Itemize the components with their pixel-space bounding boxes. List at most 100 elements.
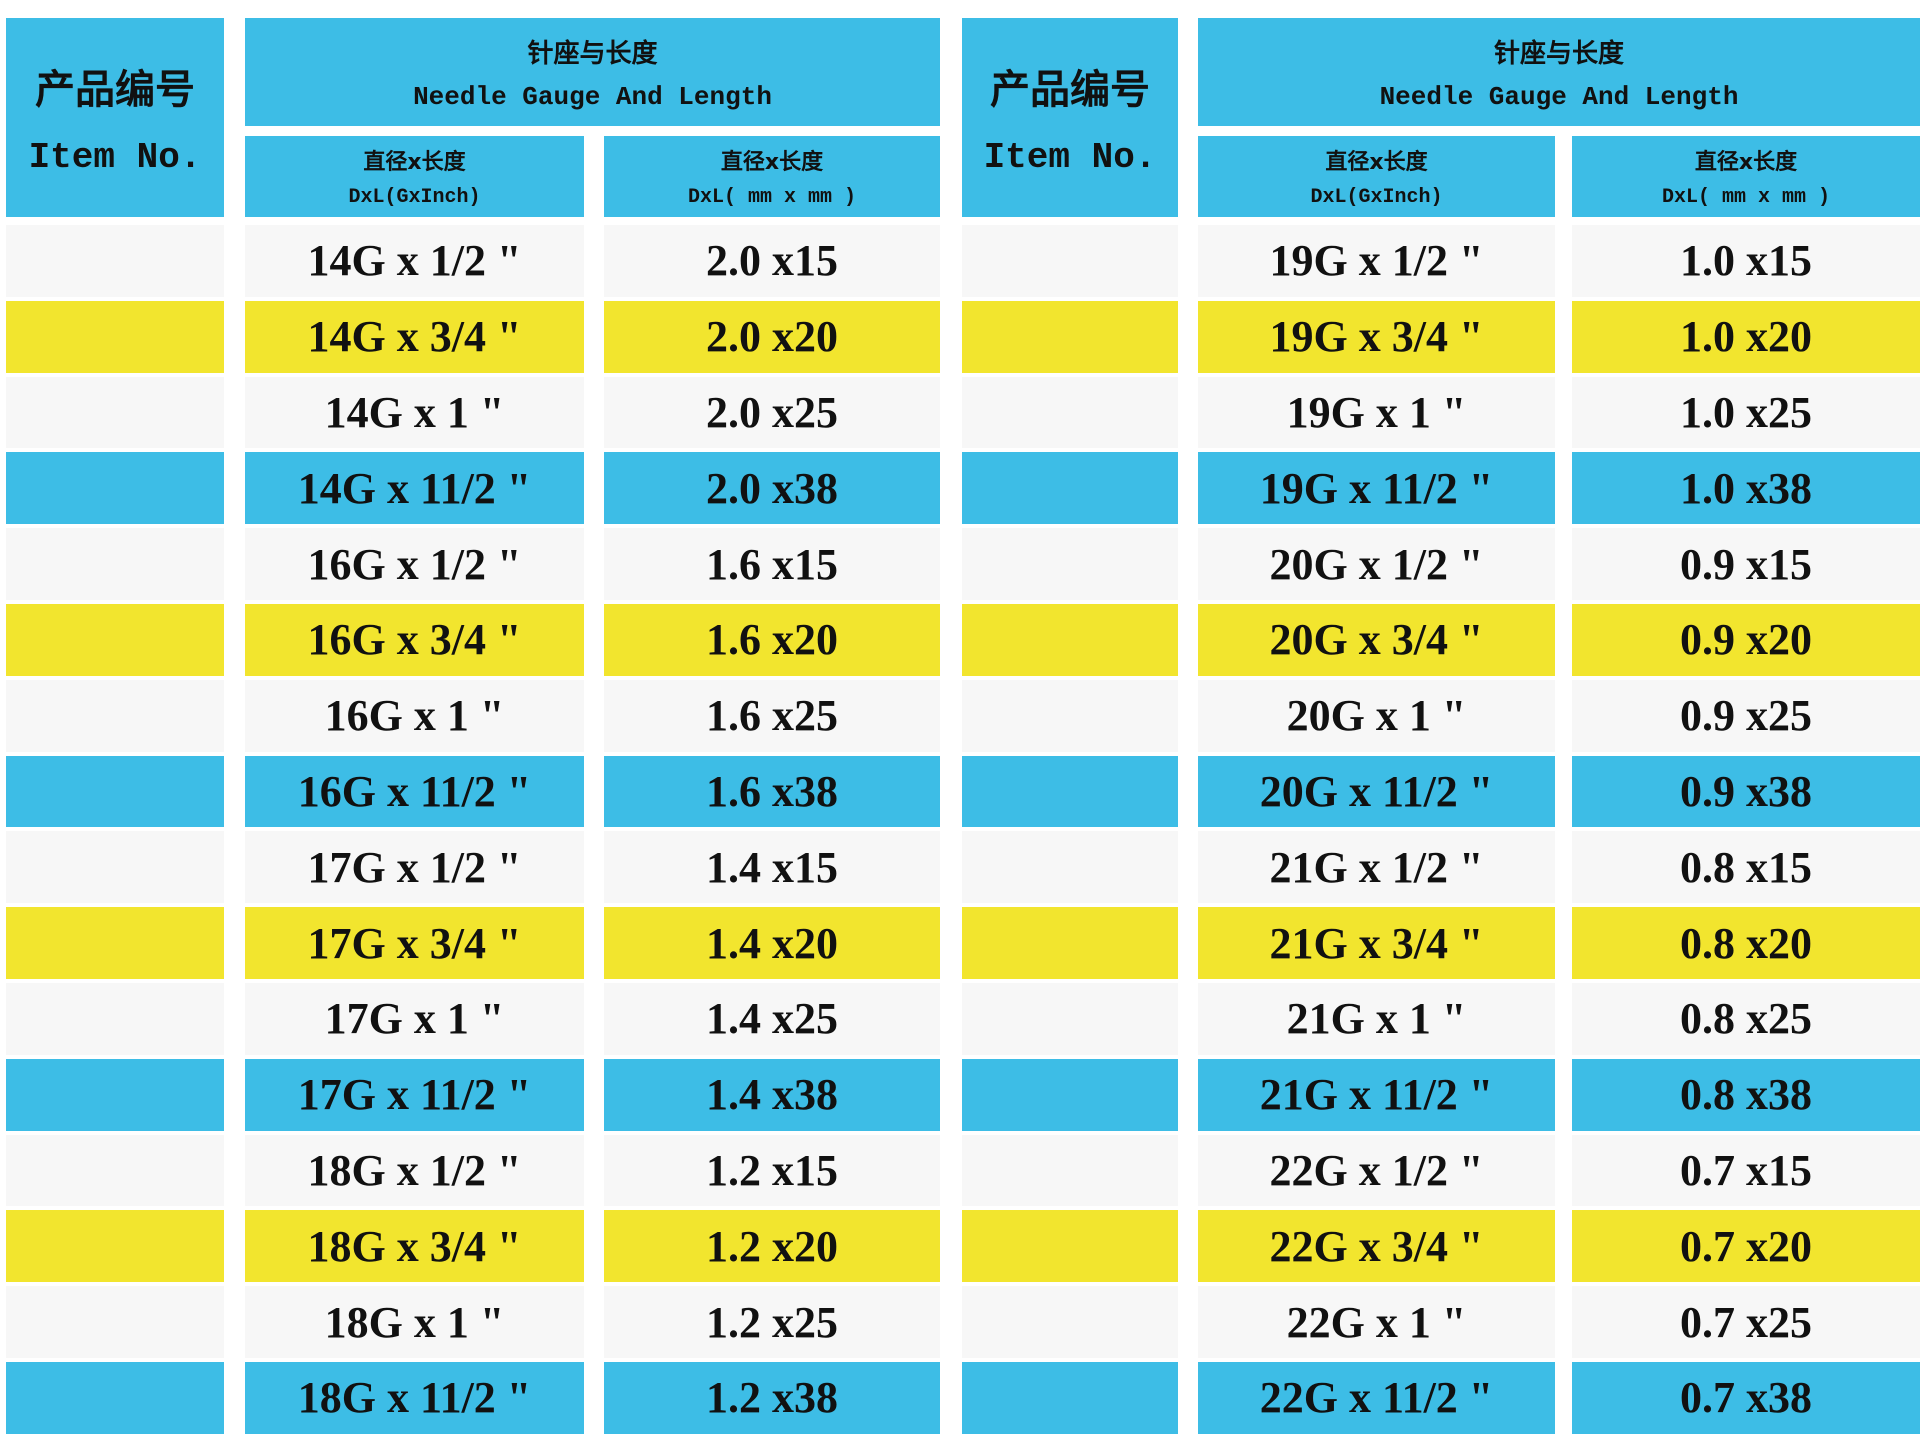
item-cell: [962, 983, 1178, 1055]
item-cell: [962, 604, 1178, 676]
gauge-inch-cell: 17G x 11/2 ": [245, 1058, 584, 1131]
item-cell: [962, 225, 1178, 297]
gauge-inch-cell: 20G x 1 ": [1198, 679, 1555, 752]
gauge-inch-cell: 21G x 1 ": [1198, 983, 1555, 1055]
col2-header-cn: 直径x长度: [1694, 150, 1798, 175]
gauge-inch-cell: 22G x 1/2 ": [1198, 1134, 1555, 1207]
gauge-mm-cell: 0.8 x25: [1572, 983, 1920, 1055]
gauge-inch-cell: 19G x 1 ": [1198, 376, 1555, 449]
item-cell: [6, 831, 224, 904]
item-cell: [6, 604, 224, 676]
item-cell: [962, 831, 1178, 904]
gauge-mm-cell: 1.6 x38: [604, 755, 940, 828]
gauge-inch-cell: 16G x 1 ": [245, 679, 584, 752]
gauge-inch-cell: 14G x 1 ": [245, 376, 584, 449]
gauge-mm-cell: 1.6 x15: [604, 528, 940, 600]
gauge-mm-cell: 0.9 x38: [1572, 755, 1920, 828]
gauge-mm-cell: 1.2 x20: [604, 1210, 940, 1283]
item-cell: [6, 225, 224, 297]
item-header-cn: 产品编号: [35, 67, 195, 113]
group-header-cn: 针座与长度: [1493, 38, 1624, 69]
gauge-mm-cell: 0.9 x20: [1572, 604, 1920, 676]
gauge-inch-cell: 22G x 3/4 ": [1198, 1210, 1555, 1283]
gauge-mm-cell: 1.0 x25: [1572, 376, 1920, 449]
item-cell: [6, 452, 224, 525]
gauge-mm-cell: 2.0 x15: [604, 225, 940, 297]
col1-header-cn: 直径x长度: [1325, 150, 1428, 175]
gauge-inch-cell: 19G x 1/2 ": [1198, 225, 1555, 297]
gauge-mm-cell: 2.0 x20: [604, 300, 940, 373]
group-header: 针座与长度 Needle Gauge And Length: [245, 18, 940, 126]
gauge-inch-cell: 20G x 11/2 ": [1198, 755, 1555, 828]
group-header-en: Needle Gauge And Length: [413, 81, 772, 112]
item-header-en: Item No.: [983, 137, 1157, 178]
col1-header: 直径x长度 DxL(GxInch): [1198, 136, 1555, 217]
item-cell: [962, 907, 1178, 979]
gauge-mm-cell: 0.7 x38: [1572, 1362, 1920, 1434]
gauge-mm-cell: 1.0 x38: [1572, 452, 1920, 525]
item-header-en: Item No.: [28, 137, 202, 178]
col1-header-en: DxL(GxInch): [348, 186, 481, 209]
gauge-inch-cell: 19G x 3/4 ": [1198, 300, 1555, 373]
group-header-cn: 针座与长度: [527, 38, 658, 69]
gauge-mm-cell: 0.7 x15: [1572, 1134, 1920, 1207]
gauge-mm-cell: 0.9 x25: [1572, 679, 1920, 752]
item-cell: [6, 1134, 224, 1207]
item-cell: [962, 1286, 1178, 1358]
gauge-mm-cell: 1.2 x15: [604, 1134, 940, 1207]
item-cell: [962, 1058, 1178, 1131]
gauge-mm-cell: 2.0 x38: [604, 452, 940, 525]
gauge-inch-cell: 21G x 1/2 ": [1198, 831, 1555, 904]
gauge-inch-cell: 14G x 3/4 ": [245, 300, 584, 373]
gauge-inch-cell: 17G x 3/4 ": [245, 907, 584, 979]
gauge-inch-cell: 18G x 1 ": [245, 1286, 584, 1358]
gauge-mm-cell: 0.9 x15: [1572, 528, 1920, 600]
gauge-inch-cell: 16G x 3/4 ": [245, 604, 584, 676]
item-cell: [962, 528, 1178, 600]
gauge-mm-cell: 1.0 x15: [1572, 225, 1920, 297]
item-cell: [962, 1210, 1178, 1283]
item-cell: [962, 755, 1178, 828]
item-cell: [6, 1210, 224, 1283]
item-cell: [6, 1362, 224, 1434]
gauge-inch-cell: 20G x 1/2 ": [1198, 528, 1555, 600]
gauge-mm-cell: 1.4 x20: [604, 907, 940, 979]
gauge-inch-cell: 22G x 1 ": [1198, 1286, 1555, 1358]
item-cell: [962, 376, 1178, 449]
gauge-mm-cell: 2.0 x25: [604, 376, 940, 449]
col2-header-en: DxL( mm x mm ): [687, 186, 857, 209]
gauge-inch-cell: 17G x 1/2 ": [245, 831, 584, 904]
gauge-inch-cell: 16G x 1/2 ": [245, 528, 584, 600]
gauge-inch-cell: 20G x 3/4 ": [1198, 604, 1555, 676]
gauge-inch-cell: 18G x 1/2 ": [245, 1134, 584, 1207]
item-cell: [6, 755, 224, 828]
item-cell: [962, 679, 1178, 752]
gauge-mm-cell: 0.7 x25: [1572, 1286, 1920, 1358]
item-cell: [962, 1134, 1178, 1207]
item-cell: [962, 1362, 1178, 1434]
gauge-mm-cell: 0.8 x20: [1572, 907, 1920, 979]
gauge-inch-cell: 14G x 1/2 ": [245, 225, 584, 297]
gauge-mm-cell: 1.0 x20: [1572, 300, 1920, 373]
gauge-inch-cell: 22G x 11/2 ": [1198, 1362, 1555, 1434]
item-cell: [6, 907, 224, 979]
group-header-en: Needle Gauge And Length: [1379, 81, 1739, 112]
item-header-cn: 产品编号: [990, 67, 1150, 113]
gauge-mm-cell: 0.7 x20: [1572, 1210, 1920, 1283]
col1-header-en: DxL(GxInch): [1310, 186, 1443, 209]
gauge-inch-cell: 17G x 1 ": [245, 983, 584, 1055]
gauge-mm-cell: 1.2 x38: [604, 1362, 940, 1434]
gauge-mm-cell: 1.4 x38: [604, 1058, 940, 1131]
gauge-inch-cell: 18G x 3/4 ": [245, 1210, 584, 1283]
gauge-mm-cell: 1.6 x25: [604, 679, 940, 752]
col2-header: 直径x长度 DxL( mm x mm ): [604, 136, 940, 217]
gauge-inch-cell: 14G x 11/2 ": [245, 452, 584, 525]
gauge-mm-cell: 1.2 x25: [604, 1286, 940, 1358]
item-cell: [962, 300, 1178, 373]
item-cell: [6, 1058, 224, 1131]
group-header: 针座与长度 Needle Gauge And Length: [1198, 18, 1920, 126]
col1-header: 直径x长度 DxL(GxInch): [245, 136, 584, 217]
item-header: 产品编号 Item No.: [962, 18, 1178, 217]
gauge-mm-cell: 1.4 x15: [604, 831, 940, 904]
